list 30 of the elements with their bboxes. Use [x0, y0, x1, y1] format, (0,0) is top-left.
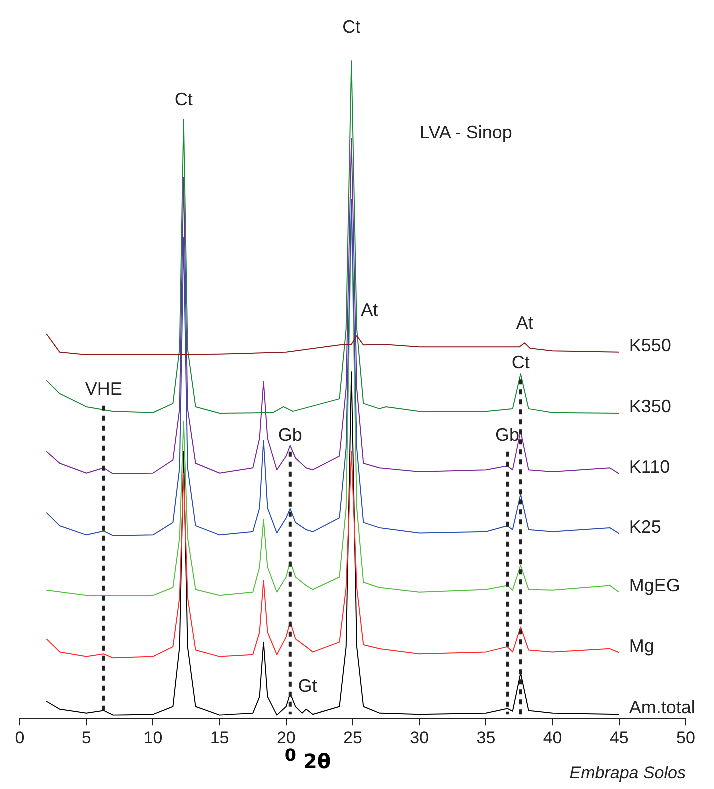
x-tick-label: 25	[344, 728, 362, 748]
text: Embrapa Solos	[570, 764, 686, 783]
x-tick-label: 45	[610, 728, 629, 748]
ref-line-label: Ct	[512, 352, 530, 373]
series-label: Am.total	[629, 698, 696, 718]
x-tick-label: 35	[476, 728, 496, 748]
x-tick-label: 50	[676, 728, 696, 748]
series-label: Mg	[629, 636, 654, 656]
x-tick-label: 5	[82, 728, 92, 748]
x-tick-label: 15	[210, 728, 230, 748]
ref-line-label: Gb	[278, 424, 302, 445]
x-axis-title: $^{0}$ 2θ	[284, 746, 332, 774]
series-label: K350	[629, 396, 672, 417]
series-label: K550	[629, 335, 672, 356]
x-tick-label: 20	[276, 728, 296, 748]
text: Ct	[342, 17, 361, 38]
x-tick-label: 10	[144, 728, 163, 748]
ref-line-label: Gb	[496, 424, 520, 445]
annotation: At	[361, 300, 378, 320]
x-tick-label: 30	[410, 728, 430, 748]
annotation: At	[516, 313, 534, 334]
annotation: Ct	[174, 90, 193, 110]
ref-line-label: VHE	[85, 378, 122, 399]
series-label: MgEG	[629, 575, 680, 596]
annotation: Gt	[298, 676, 318, 696]
series-label: K110	[629, 456, 670, 477]
x-tick-label: 0	[15, 728, 25, 748]
text: LVA - Sinop	[420, 122, 512, 142]
series-label: K25	[629, 516, 662, 537]
x-tick-label: 40	[543, 728, 562, 748]
